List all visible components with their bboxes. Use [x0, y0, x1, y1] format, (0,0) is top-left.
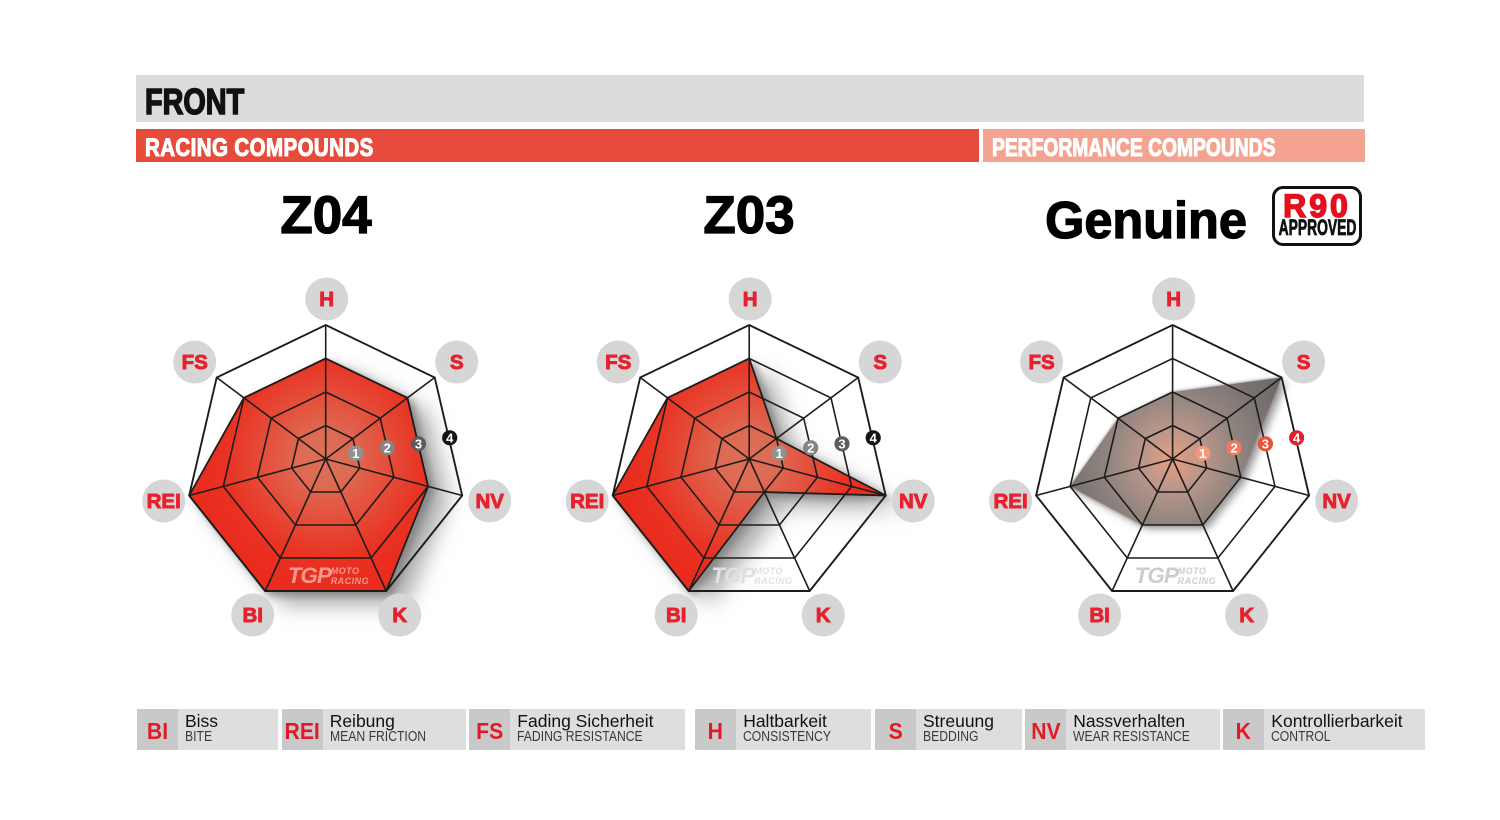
- svg-text:REI: REI: [147, 490, 181, 513]
- svg-text:NV: NV: [475, 490, 504, 513]
- svg-text:FS: FS: [182, 351, 208, 374]
- svg-text:2: 2: [384, 440, 391, 455]
- svg-text:4: 4: [446, 430, 454, 445]
- svg-text:S: S: [873, 351, 887, 374]
- svg-text:NV: NV: [1322, 490, 1351, 513]
- svg-text:TGP: TGP: [711, 563, 756, 588]
- svg-text:S: S: [1297, 351, 1311, 374]
- svg-text:H: H: [1166, 288, 1181, 311]
- svg-text:BI: BI: [242, 604, 263, 627]
- svg-text:K: K: [816, 604, 831, 627]
- svg-text:MOTO: MOTO: [1178, 566, 1207, 576]
- svg-text:1: 1: [776, 446, 783, 461]
- svg-text:3: 3: [838, 436, 845, 451]
- svg-text:FS: FS: [1028, 351, 1054, 374]
- svg-text:1: 1: [1199, 446, 1206, 461]
- svg-text:BI: BI: [666, 604, 687, 627]
- svg-text:4: 4: [870, 430, 878, 445]
- svg-text:3: 3: [415, 436, 422, 451]
- svg-text:2: 2: [1230, 440, 1237, 455]
- svg-text:H: H: [319, 288, 334, 311]
- svg-text:RACING: RACING: [1178, 576, 1217, 586]
- svg-text:K: K: [392, 604, 407, 627]
- svg-text:4: 4: [1293, 430, 1301, 445]
- svg-text:1: 1: [352, 446, 359, 461]
- svg-text:3: 3: [1262, 436, 1269, 451]
- svg-text:REI: REI: [570, 490, 604, 513]
- svg-text:2: 2: [807, 440, 814, 455]
- svg-text:TGP: TGP: [1135, 563, 1180, 588]
- svg-text:NV: NV: [899, 490, 928, 513]
- svg-text:K: K: [1239, 604, 1254, 627]
- svg-text:FS: FS: [605, 351, 631, 374]
- svg-text:RACING: RACING: [331, 576, 370, 586]
- svg-text:RACING: RACING: [754, 576, 793, 586]
- svg-text:H: H: [743, 288, 758, 311]
- svg-text:BI: BI: [1089, 604, 1110, 627]
- svg-text:TGP: TGP: [288, 563, 333, 588]
- svg-text:S: S: [450, 351, 464, 374]
- svg-text:MOTO: MOTO: [331, 566, 360, 576]
- svg-text:MOTO: MOTO: [754, 566, 783, 576]
- svg-text:REI: REI: [994, 490, 1028, 513]
